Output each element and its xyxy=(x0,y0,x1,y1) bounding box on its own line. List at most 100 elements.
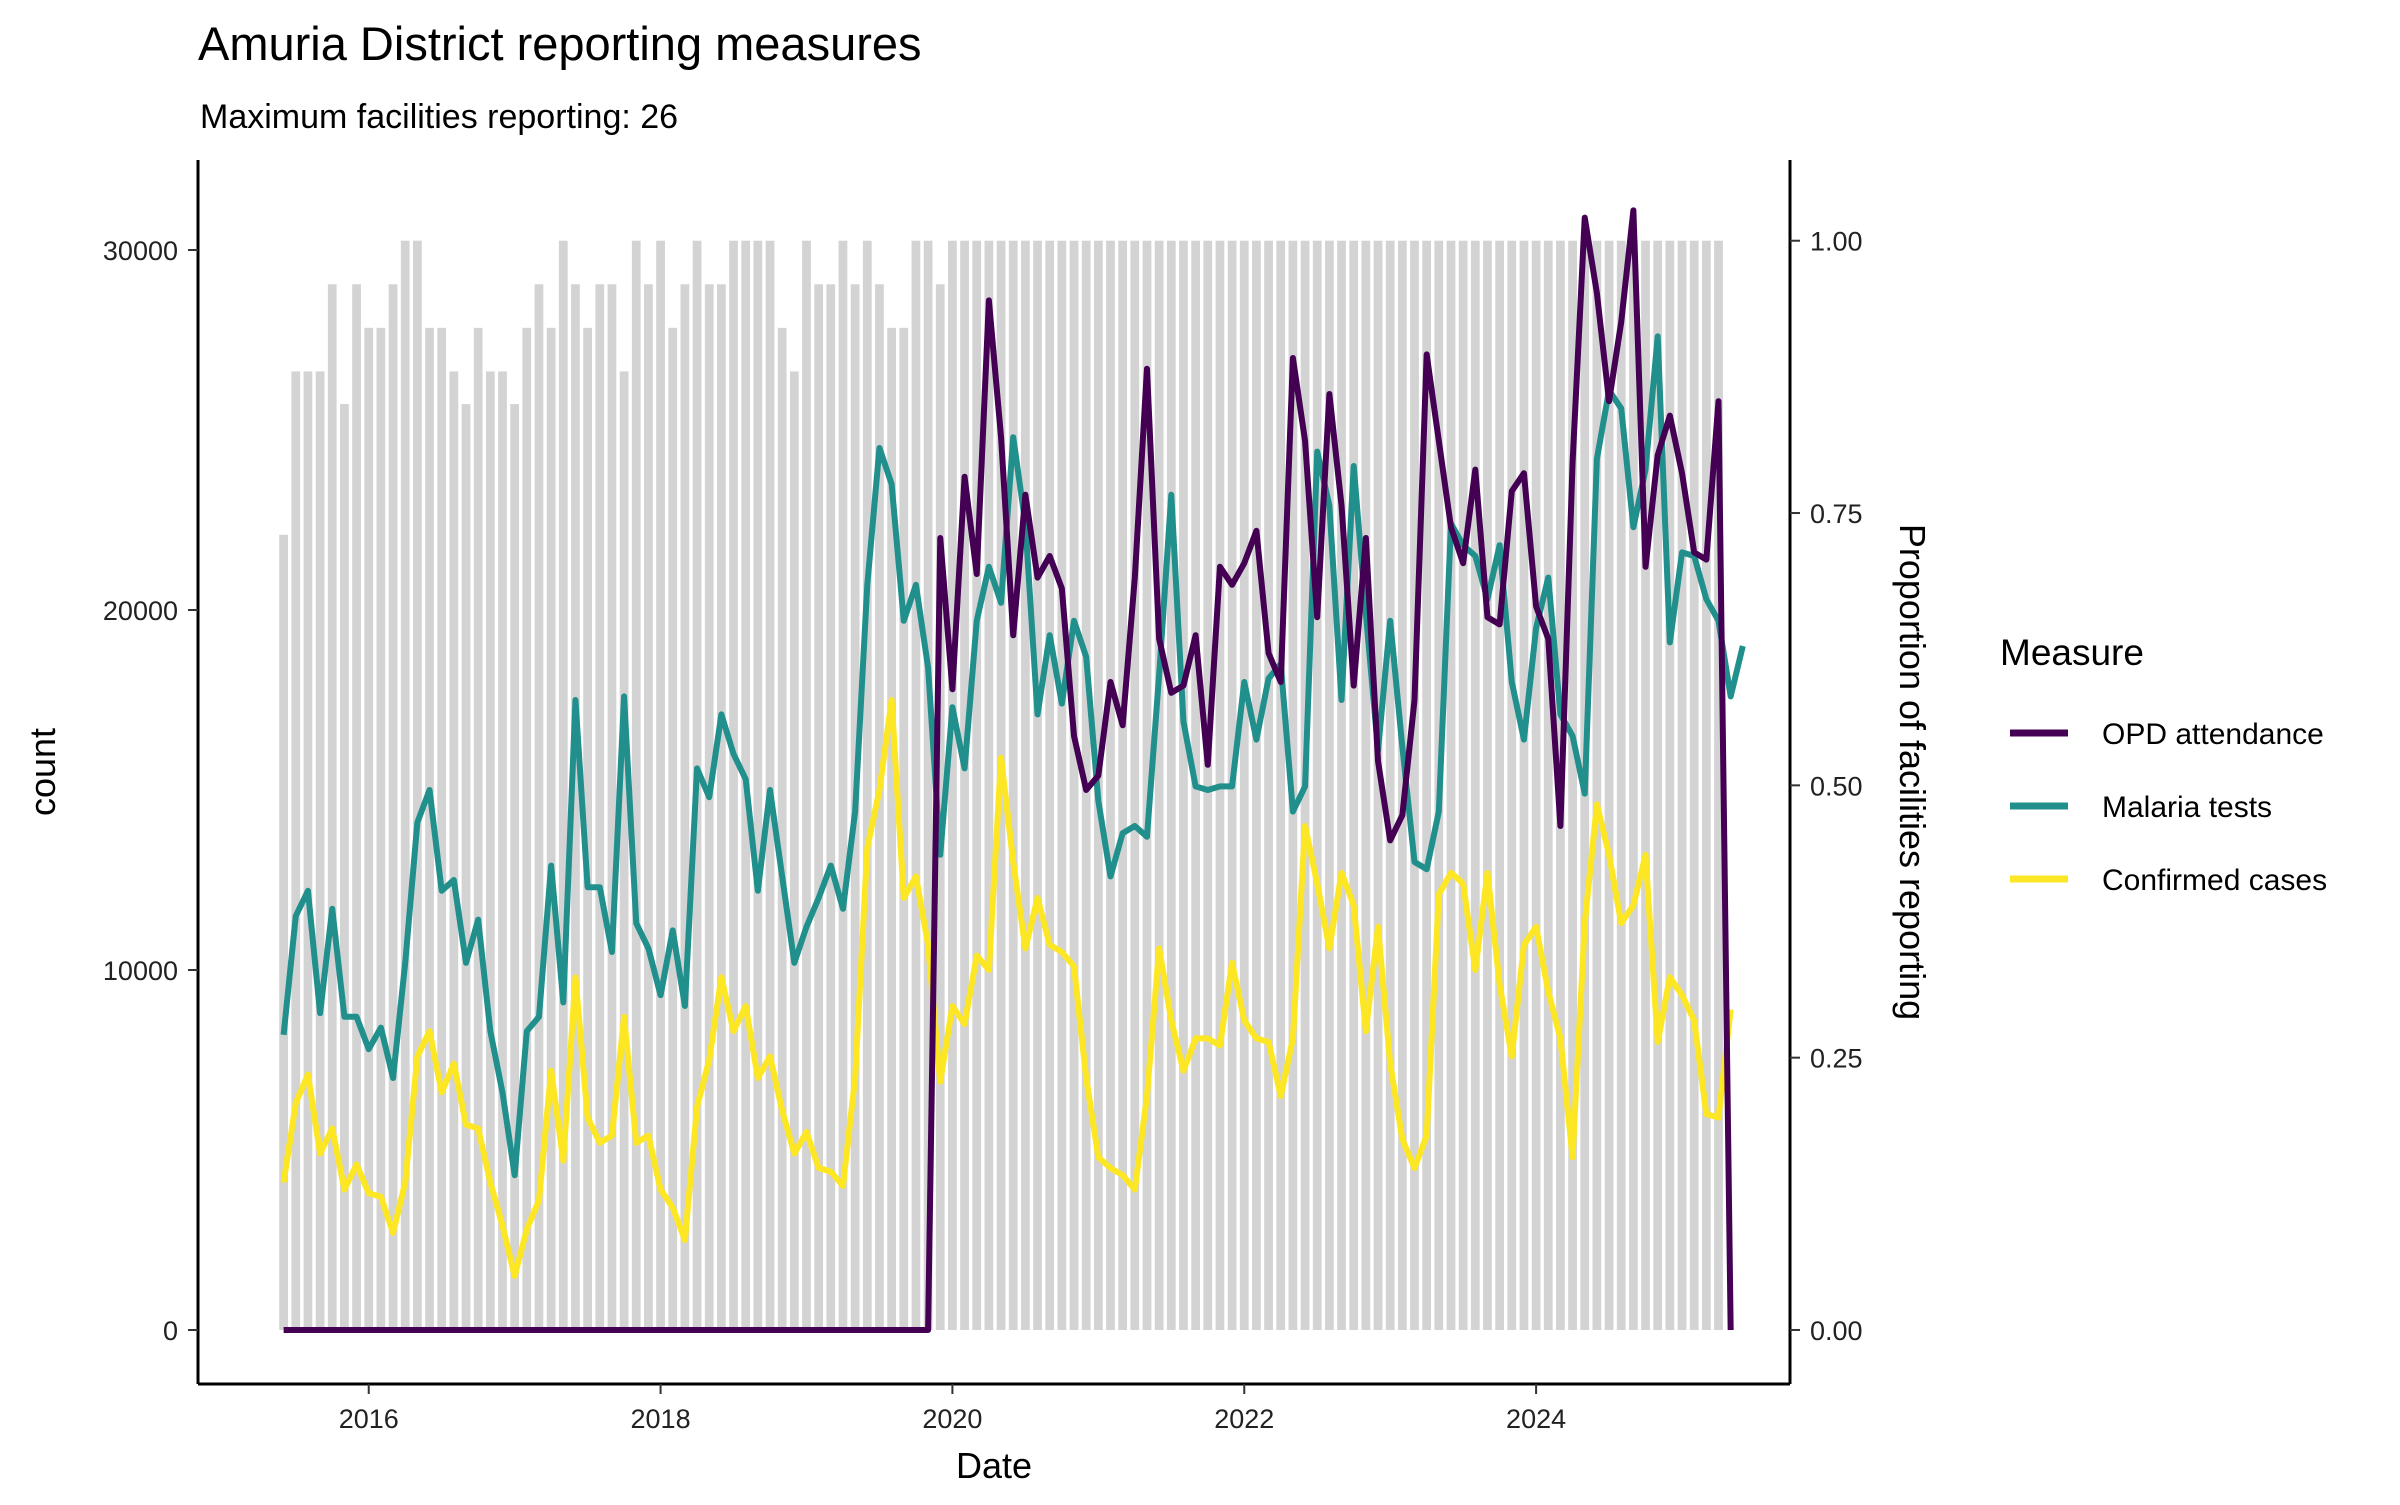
reporting-bar xyxy=(291,371,301,1330)
chart-subtitle: Maximum facilities reporting: 26 xyxy=(200,98,678,136)
reporting-bar xyxy=(704,284,714,1330)
reporting-bar xyxy=(1604,240,1614,1330)
reporting-bar xyxy=(1385,240,1395,1330)
reporting-bar xyxy=(473,327,483,1330)
reporting-bar xyxy=(1337,240,1346,1330)
reporting-bar xyxy=(1239,240,1249,1330)
reporting-bar xyxy=(1470,240,1480,1330)
reporting-bar xyxy=(1154,240,1164,1330)
reporting-bar xyxy=(437,327,447,1330)
chart-title: Amuria District reporting measures xyxy=(198,17,922,70)
y-tick-label: 0 xyxy=(163,1316,178,1346)
reporting-bar xyxy=(1422,240,1432,1330)
reporting-bar xyxy=(814,284,824,1330)
reporting-bar xyxy=(1653,240,1663,1330)
reporting-bar xyxy=(1531,240,1541,1330)
reporting-bar xyxy=(1008,240,1018,1330)
reporting-bar xyxy=(619,371,629,1330)
reporting-bar xyxy=(668,327,678,1330)
reporting-bar xyxy=(923,240,933,1330)
reporting-bar xyxy=(777,327,787,1330)
reporting-bar xyxy=(449,371,459,1330)
reporting-bar xyxy=(1264,240,1273,1330)
reporting-bar xyxy=(522,327,532,1330)
legend: Measure OPD attendance Malaria tests Confi… xyxy=(2000,632,2327,897)
x-axis-title: Date xyxy=(956,1445,1032,1486)
reporting-bar xyxy=(1106,240,1115,1330)
reporting-bar xyxy=(1361,240,1371,1330)
reporting-bar xyxy=(1458,240,1468,1330)
reporting-bar xyxy=(510,404,520,1330)
reporting-bar xyxy=(656,240,665,1330)
x-tick-label: 2018 xyxy=(631,1404,691,1434)
malaria-tests-line xyxy=(280,333,1746,1179)
legend-label: OPD attendance xyxy=(2102,718,2324,751)
reporting-bar xyxy=(1276,240,1286,1330)
reporting-bar xyxy=(802,240,811,1330)
axes xyxy=(196,160,1792,1386)
reporting-bar xyxy=(461,404,471,1330)
reporting-bar xyxy=(558,240,568,1330)
reporting-bar xyxy=(1252,240,1261,1330)
reporting-bar xyxy=(1021,240,1030,1330)
x-tick-label: 2022 xyxy=(1214,1404,1274,1434)
reporting-bar xyxy=(1410,240,1419,1330)
reporting-bar xyxy=(1312,240,1322,1330)
reporting-bar xyxy=(716,284,726,1330)
reporting-bar xyxy=(534,284,544,1330)
reporting-bar xyxy=(1446,240,1456,1330)
reporting-bar xyxy=(911,240,921,1330)
y2-tick-label: 0.25 xyxy=(1810,1044,1863,1074)
reporting-bar xyxy=(984,240,994,1330)
reporting-bar xyxy=(729,240,738,1330)
reporting-bar xyxy=(862,240,872,1330)
reporting-bar xyxy=(1483,240,1492,1330)
reporting-bar xyxy=(571,284,580,1330)
reporting-bar xyxy=(1130,240,1140,1330)
reporting-bar xyxy=(498,371,507,1330)
reporting-bar xyxy=(1373,240,1383,1330)
reporting-bar xyxy=(887,327,896,1330)
reporting-bar xyxy=(607,284,617,1330)
reporting-bar xyxy=(1166,240,1176,1330)
reporting-bar xyxy=(303,371,313,1330)
reporting-bar xyxy=(340,404,349,1330)
reporting-bar xyxy=(1033,240,1042,1330)
reporting-bar xyxy=(644,284,653,1330)
x-tick-label: 2016 xyxy=(339,1404,399,1434)
reporting-bar xyxy=(1665,240,1675,1330)
reporting-bar xyxy=(1325,240,1334,1330)
confirmed-cases-line xyxy=(280,697,1734,1279)
reporting-bar xyxy=(948,240,957,1330)
reporting-bar xyxy=(789,371,799,1330)
reporting-bar xyxy=(546,327,556,1330)
reporting-bars xyxy=(279,240,1723,1330)
y2-tick-label: 0.00 xyxy=(1810,1316,1863,1346)
x-tick-label: 2020 xyxy=(922,1404,982,1434)
reporting-bar xyxy=(1629,240,1638,1330)
reporting-bar xyxy=(1592,240,1602,1330)
reporting-bar xyxy=(1568,240,1577,1330)
reporting-bar xyxy=(960,240,969,1330)
reporting-bar xyxy=(595,284,605,1330)
reporting-bar xyxy=(1616,240,1626,1330)
y2-tick-label: 0.50 xyxy=(1810,771,1863,801)
y-axis-title: count xyxy=(22,728,63,816)
reporting-bar xyxy=(1677,240,1687,1330)
reporting-bar xyxy=(1203,240,1213,1330)
reporting-bar xyxy=(1507,240,1517,1330)
series-lines xyxy=(280,207,1746,1333)
reporting-bar xyxy=(765,240,775,1330)
reporting-bar xyxy=(352,284,361,1330)
reporting-bar xyxy=(631,240,641,1330)
legend-label: Malaria tests xyxy=(2102,791,2272,824)
y-tick-label: 20000 xyxy=(103,596,178,626)
reporting-bar xyxy=(899,327,909,1330)
reporting-bar xyxy=(1641,240,1650,1330)
reporting-bar xyxy=(583,327,592,1330)
reporting-bar xyxy=(1179,240,1188,1330)
reporting-bar xyxy=(1519,240,1529,1330)
reporting-bar xyxy=(412,240,422,1330)
